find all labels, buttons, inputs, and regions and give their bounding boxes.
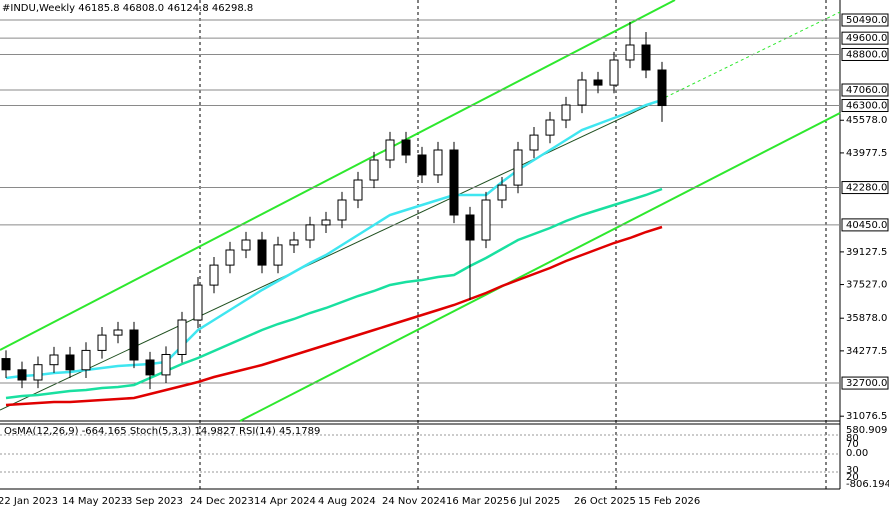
y-tick-label: 31076.5	[846, 411, 887, 422]
y-tick-label: 34277.5	[846, 346, 887, 357]
candle-body	[1, 358, 11, 371]
candle-body	[273, 244, 283, 266]
level-label-box	[841, 13, 889, 27]
candle-body	[497, 184, 507, 201]
channel-lower	[239, 112, 841, 422]
candle-body	[305, 224, 315, 241]
candle-body	[641, 44, 651, 71]
indicator-axis-label: 80	[846, 433, 859, 444]
candle-body	[209, 264, 219, 286]
level-label: 42280.0	[846, 183, 887, 194]
y-tick-label: 35878.0	[846, 313, 887, 324]
candle-body	[609, 59, 619, 86]
y-tick-label: 45578.0	[846, 115, 887, 126]
x-tick-label: 3 Sep 2023	[126, 496, 183, 507]
x-tick-label: 16 Mar 2025	[446, 496, 509, 507]
candle-body	[337, 199, 347, 221]
level-label-box	[841, 218, 889, 232]
x-tick-label: 15 Feb 2026	[638, 496, 700, 507]
candle-body	[33, 364, 43, 381]
y-tick-label: 39127.5	[846, 247, 887, 258]
candle-body	[193, 284, 203, 321]
candle-body	[145, 359, 155, 376]
level-label-box	[841, 99, 889, 113]
plot-area	[0, 19, 840, 407]
moving-average	[5, 98, 663, 380]
level-label-box	[841, 47, 889, 61]
y-tick-label: 37527.0	[846, 280, 887, 291]
candle-body	[113, 329, 123, 336]
candle-body	[241, 239, 251, 251]
x-tick-label: 14 May 2023	[62, 496, 127, 507]
candle-body	[529, 134, 539, 151]
candle-body	[161, 353, 171, 376]
candle-body	[17, 369, 27, 381]
x-tick-label: 6 Jul 2025	[510, 496, 560, 507]
chart-title: #INDU,Weekly 46185.8 46808.0 46124.8 462…	[2, 3, 253, 14]
level-label: 50490.0	[846, 15, 887, 26]
x-tick-label: 24 Nov 2024	[382, 496, 446, 507]
level-label: 40450.0	[846, 220, 887, 231]
trend-line	[0, 99, 661, 411]
candle-body	[561, 104, 571, 121]
x-tick-label: 24 Dec 2023	[190, 496, 254, 507]
level-label: 48800.0	[846, 49, 887, 60]
indicator-axis-label: -806.194	[846, 479, 889, 490]
level-label: 32700.0	[846, 378, 887, 389]
candle-body	[97, 334, 107, 351]
indicator-axis-label: 30	[846, 465, 859, 476]
y-tick-label: 43977.5	[846, 148, 887, 159]
candle-body	[625, 44, 635, 61]
candle-body	[481, 199, 491, 241]
level-label-box	[841, 83, 889, 97]
level-label-box	[841, 376, 889, 390]
candle-body	[385, 139, 395, 161]
candle-body	[577, 79, 587, 106]
candle-body	[321, 219, 331, 226]
indicator-axis-label: 70	[846, 439, 859, 450]
candle-body	[513, 149, 523, 186]
candle-body	[433, 149, 443, 176]
candle-body	[369, 159, 379, 181]
candle-body	[417, 154, 427, 176]
level-label-box	[841, 181, 889, 195]
indicator-axis-label: 0.00	[846, 448, 868, 459]
indicator-title: OsMA(12,26,9) -664.165 Stoch(5,3,3) 14.9…	[4, 426, 320, 437]
candle-body	[49, 354, 59, 366]
candle-body	[65, 354, 75, 371]
candle-body	[289, 239, 299, 246]
x-tick-label: 14 Apr 2024	[254, 496, 316, 507]
candle-body	[401, 139, 411, 156]
level-label: 49600.0	[846, 33, 887, 44]
level-label: 47060.0	[846, 85, 887, 96]
moving-average	[5, 225, 663, 407]
candle-body	[593, 79, 603, 86]
x-tick-label: 22 Jan 2023	[0, 496, 58, 507]
candle-body	[257, 239, 267, 266]
level-label: 46300.0	[846, 101, 887, 112]
indicator-axis-label: 580.909	[846, 425, 887, 436]
candle-body	[657, 69, 667, 107]
candle-body	[177, 319, 187, 355]
level-label-box	[841, 31, 889, 45]
candle-body	[129, 329, 139, 361]
x-tick-label: 4 Aug 2024	[318, 496, 376, 507]
candle-body	[81, 349, 91, 371]
x-tick-label: 26 Oct 2025	[574, 496, 636, 507]
indicator-axis-label: 20	[846, 472, 859, 483]
candle-body	[449, 149, 459, 216]
candle-body	[225, 249, 235, 266]
candle-body	[545, 119, 555, 136]
moving-average	[5, 187, 663, 400]
candle-body	[353, 179, 363, 201]
channel-upper	[0, 0, 676, 351]
candle-body	[465, 214, 475, 241]
